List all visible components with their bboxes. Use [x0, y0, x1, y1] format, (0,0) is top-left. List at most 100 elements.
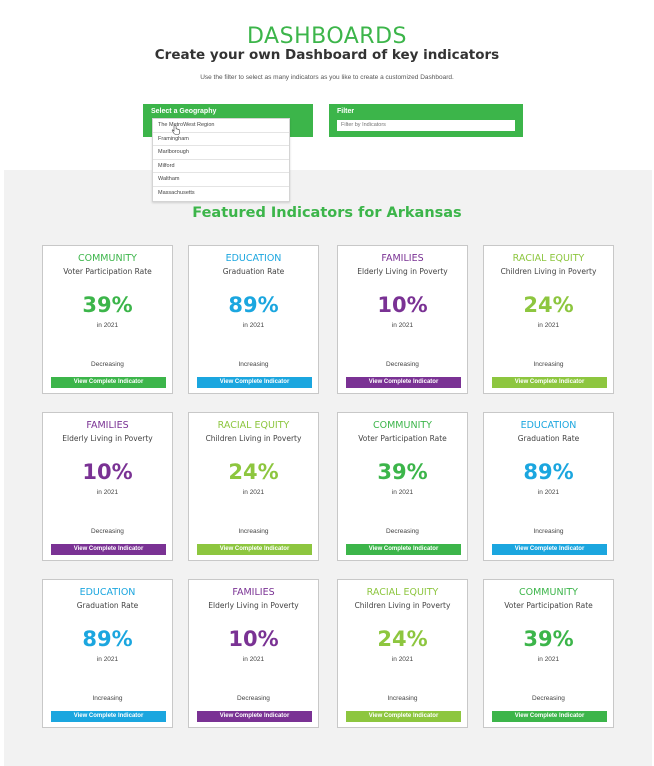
view-complete-indicator-button[interactable]: View Complete Indicator [51, 377, 166, 388]
card-trend: Decreasing [237, 695, 270, 702]
indicator-card: RACIAL EQUITY Children Living in Poverty 2… [483, 245, 614, 394]
card-year: in 2021 [96, 656, 119, 663]
card-category: COMMUNITY [78, 253, 137, 264]
card-trend: Increasing [238, 528, 269, 535]
indicator-search-input[interactable] [337, 120, 515, 131]
view-complete-indicator-button[interactable]: View Complete Indicator [346, 377, 461, 388]
card-value: 89% [82, 627, 133, 651]
card-trend: Increasing [533, 528, 564, 535]
geography-dropdown[interactable]: The MetroWest Region Framingham Marlboro… [152, 118, 290, 202]
card-value: 24% [377, 627, 428, 651]
card-category: FAMILIES [381, 253, 424, 264]
indicator-card: FAMILIES Elderly Living in Poverty 10% in 2… [42, 412, 173, 561]
card-value: 89% [523, 460, 574, 484]
card-year: in 2021 [96, 489, 119, 496]
card-year: in 2021 [242, 322, 265, 329]
card-trend: Increasing [387, 695, 418, 702]
indicator-card: EDUCATION Graduation Rate 89% in 2021 Increa… [188, 245, 319, 394]
card-indicator-name: Children Living in Poverty [500, 267, 597, 276]
card-year: in 2021 [537, 656, 560, 663]
card-value: 39% [82, 293, 133, 317]
card-category: EDUCATION [79, 587, 136, 598]
card-year: in 2021 [96, 322, 119, 329]
card-indicator-name: Graduation Rate [222, 267, 285, 276]
indicator-card: FAMILIES Elderly Living in Poverty 10% in 2… [337, 245, 468, 394]
card-trend: Decreasing [386, 361, 419, 368]
view-complete-indicator-button[interactable]: View Complete Indicator [197, 377, 312, 388]
view-complete-indicator-button[interactable]: View Complete Indicator [492, 544, 607, 555]
card-value: 10% [82, 460, 133, 484]
card-value: 89% [228, 293, 279, 317]
indicator-card: RACIAL EQUITY Children Living in Poverty 2… [188, 412, 319, 561]
card-indicator-name: Voter Participation Rate [63, 267, 152, 276]
card-category: COMMUNITY [373, 420, 432, 431]
geography-option[interactable]: Milford [153, 160, 289, 174]
card-trend: Decreasing [386, 528, 419, 535]
view-complete-indicator-button[interactable]: View Complete Indicator [492, 377, 607, 388]
featured-title: Featured Indicators for Arkansas [192, 205, 462, 221]
card-trend: Increasing [533, 361, 564, 368]
card-category: EDUCATION [520, 420, 577, 431]
indicator-card: EDUCATION Graduation Rate 89% in 2021 Increa… [483, 412, 614, 561]
indicator-card: RACIAL EQUITY Children Living in Poverty 2… [337, 579, 468, 728]
view-complete-indicator-button[interactable]: View Complete Indicator [346, 544, 461, 555]
card-trend: Decreasing [91, 361, 124, 368]
page-instructions: Use the filter to select as many indicat… [200, 74, 454, 81]
card-year: in 2021 [537, 322, 560, 329]
card-indicator-name: Graduation Rate [76, 601, 139, 610]
geography-filter-label: Select a Geography [151, 108, 217, 115]
geography-option[interactable]: The MetroWest Region [153, 119, 289, 133]
card-year: in 2021 [242, 656, 265, 663]
view-complete-indicator-button[interactable]: View Complete Indicator [51, 544, 166, 555]
card-year: in 2021 [391, 489, 414, 496]
card-value: 39% [377, 460, 428, 484]
indicator-card: COMMUNITY Voter Participation Rate 39% in 2… [42, 245, 173, 394]
geography-option[interactable]: Framingham [153, 133, 289, 147]
card-value: 10% [228, 627, 279, 651]
card-trend: Increasing [238, 361, 269, 368]
card-category: COMMUNITY [519, 587, 578, 598]
card-value: 24% [228, 460, 279, 484]
card-category: RACIAL EQUITY [512, 253, 585, 264]
card-value: 39% [523, 627, 574, 651]
card-indicator-name: Elderly Living in Poverty [208, 601, 299, 610]
card-indicator-name: Elderly Living in Poverty [62, 434, 153, 443]
card-indicator-name: Elderly Living in Poverty [357, 267, 448, 276]
card-category: RACIAL EQUITY [217, 420, 290, 431]
card-year: in 2021 [537, 489, 560, 496]
card-value: 24% [523, 293, 574, 317]
page-title: DASHBOARDS [247, 24, 407, 49]
card-indicator-name: Voter Participation Rate [504, 601, 593, 610]
card-year: in 2021 [391, 322, 414, 329]
card-indicator-name: Children Living in Poverty [354, 601, 451, 610]
indicator-card: COMMUNITY Voter Participation Rate 39% in 2… [337, 412, 468, 561]
card-indicator-name: Voter Participation Rate [358, 434, 447, 443]
page-subtitle: Create your own Dashboard of key indicat… [154, 47, 500, 63]
view-complete-indicator-button[interactable]: View Complete Indicator [492, 711, 607, 722]
card-value: 10% [377, 293, 428, 317]
view-complete-indicator-button[interactable]: View Complete Indicator [197, 711, 312, 722]
card-year: in 2021 [242, 489, 265, 496]
view-complete-indicator-button[interactable]: View Complete Indicator [346, 711, 461, 722]
view-complete-indicator-button[interactable]: View Complete Indicator [197, 544, 312, 555]
indicator-card: COMMUNITY Voter Participation Rate 39% in 2… [483, 579, 614, 728]
indicator-filter: Filter [329, 104, 523, 137]
card-trend: Decreasing [532, 695, 565, 702]
card-indicator-name: Graduation Rate [517, 434, 580, 443]
card-category: FAMILIES [86, 420, 129, 431]
hand-cursor-icon [171, 125, 180, 135]
geography-option[interactable]: Massachusetts [158, 189, 195, 196]
card-year: in 2021 [391, 656, 414, 663]
card-indicator-name: Children Living in Poverty [205, 434, 302, 443]
view-complete-indicator-button[interactable]: View Complete Indicator [51, 711, 166, 722]
card-category: FAMILIES [232, 587, 275, 598]
indicator-filter-label: Filter [337, 108, 355, 115]
indicator-card: FAMILIES Elderly Living in Poverty 10% in 2… [188, 579, 319, 728]
geography-option[interactable]: Waltham [153, 173, 289, 187]
indicator-card: EDUCATION Graduation Rate 89% in 2021 Increa… [42, 579, 173, 728]
card-category: EDUCATION [225, 253, 282, 264]
card-trend: Increasing [92, 695, 123, 702]
card-trend: Decreasing [91, 528, 124, 535]
geography-option[interactable]: Marlborough [153, 146, 289, 160]
card-category: RACIAL EQUITY [366, 587, 439, 598]
